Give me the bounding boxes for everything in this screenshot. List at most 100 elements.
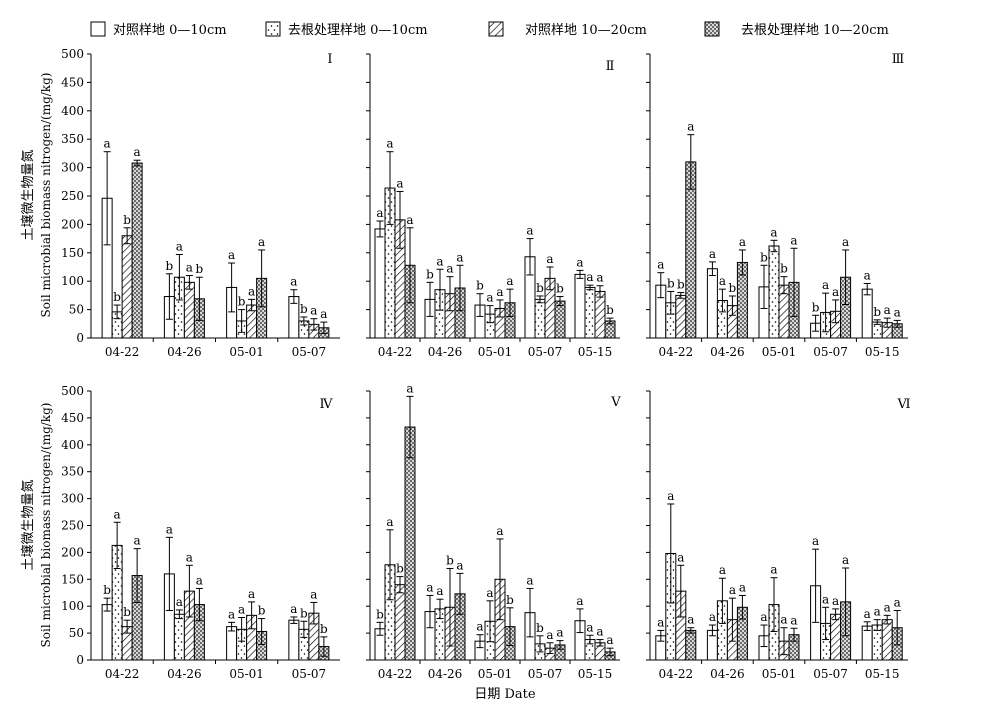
y-tick-label: 500 bbox=[61, 384, 84, 398]
significance-letter: a bbox=[436, 584, 443, 598]
y-tick-label: 250 bbox=[61, 189, 84, 203]
significance-letter: b bbox=[300, 606, 308, 620]
panel-label: Ⅵ bbox=[896, 397, 910, 412]
significance-letter: a bbox=[719, 274, 726, 288]
significance-letter: a bbox=[596, 271, 603, 285]
y-tick-label: 0 bbox=[76, 331, 84, 345]
significance-letter: a bbox=[320, 307, 327, 321]
y-axis-title-bottom: 土壤微生物量氮 Soil microbial biomass nitrogen/… bbox=[20, 403, 53, 648]
significance-letter: b bbox=[123, 605, 131, 619]
significance-letter: a bbox=[476, 620, 483, 634]
significance-letter: a bbox=[546, 252, 553, 266]
bar-root-removal-10-20cm bbox=[554, 300, 566, 339]
significance-letter: b bbox=[556, 282, 564, 296]
significance-letter: b bbox=[166, 259, 174, 273]
significance-letter: b bbox=[426, 267, 434, 281]
bar-control-0-10cm bbox=[706, 268, 718, 339]
x-tick-label: 04-26 bbox=[428, 345, 463, 359]
legend-item: 去根处理样地 10—20cm bbox=[704, 21, 889, 38]
significance-letter: a bbox=[258, 235, 265, 249]
y-tick-label: 50 bbox=[69, 626, 84, 640]
significance-letter: a bbox=[248, 587, 255, 601]
significance-letter: b bbox=[780, 262, 788, 276]
bar-control-0-10cm bbox=[861, 625, 873, 661]
y-tick-label: 350 bbox=[61, 132, 84, 146]
bar-control-0-10cm bbox=[226, 626, 238, 661]
bar-control-10-20cm bbox=[830, 613, 842, 661]
x-tick-label: 04-22 bbox=[659, 345, 694, 359]
y-tick-label: 100 bbox=[61, 599, 84, 613]
panel-label: Ⅳ bbox=[320, 397, 334, 412]
significance-letter: a bbox=[526, 573, 533, 587]
significance-letter: a bbox=[496, 285, 503, 299]
significance-letter: a bbox=[832, 594, 839, 608]
significance-letter: a bbox=[770, 225, 777, 239]
significance-letter: a bbox=[546, 628, 553, 642]
y-tick-label: 150 bbox=[61, 572, 84, 586]
y-tick-label: 250 bbox=[61, 519, 84, 533]
bar-control-0-10cm bbox=[574, 273, 586, 339]
significance-letter: a bbox=[687, 120, 694, 134]
x-tick-label: 05-07 bbox=[528, 667, 563, 681]
panel-label: Ⅱ bbox=[606, 59, 615, 74]
significance-letter: a bbox=[114, 507, 121, 521]
significance-letter: a bbox=[657, 258, 664, 272]
legend-item: 对照样地 0—10cm bbox=[90, 21, 227, 38]
significance-letter: a bbox=[790, 613, 797, 627]
significance-letter: a bbox=[842, 553, 849, 567]
y-tick-label: 350 bbox=[61, 465, 84, 479]
significance-letter: a bbox=[812, 534, 819, 548]
significance-letter: a bbox=[739, 580, 746, 594]
significance-letter: a bbox=[884, 303, 891, 317]
significance-letter: a bbox=[884, 600, 891, 614]
significance-letter: a bbox=[406, 213, 413, 227]
significance-letter: a bbox=[228, 248, 235, 262]
y-tick-label: 200 bbox=[61, 217, 84, 231]
bar-control-10-20cm bbox=[881, 619, 893, 661]
bar-root-removal-0-10cm bbox=[173, 613, 185, 661]
significance-letter: a bbox=[760, 610, 767, 624]
significance-letter: a bbox=[556, 626, 563, 640]
panel-label: Ⅴ bbox=[610, 395, 621, 410]
x-tick-label: 05-07 bbox=[292, 667, 327, 681]
significance-letter: a bbox=[386, 515, 393, 529]
significance-letter: a bbox=[238, 602, 245, 616]
significance-letter: a bbox=[729, 583, 736, 597]
bar-control-10-20cm bbox=[121, 235, 133, 339]
legend: 对照样地 0—10cm 去根处理样地 0—10cm 对照样地 10—20cm 去… bbox=[90, 21, 889, 38]
significance-letter: a bbox=[780, 613, 787, 627]
significance-letter: b bbox=[677, 278, 685, 292]
significance-letter: a bbox=[790, 233, 797, 247]
significance-letter: a bbox=[586, 270, 593, 284]
significance-letter: b bbox=[258, 604, 266, 618]
legend-swatch-cross bbox=[704, 21, 720, 37]
legend-swatch-hatch bbox=[488, 21, 504, 37]
significance-letter: a bbox=[719, 563, 726, 577]
significance-letter: a bbox=[526, 224, 533, 238]
x-tick-label: 05-15 bbox=[865, 345, 900, 359]
significance-letter: a bbox=[386, 137, 393, 151]
significance-letter: b bbox=[196, 262, 204, 276]
significance-letter: a bbox=[290, 275, 297, 289]
significance-letter: b bbox=[300, 302, 308, 316]
y-tick-label: 100 bbox=[61, 274, 84, 288]
bar-control-0-10cm bbox=[374, 228, 386, 339]
legend-label: 对照样地 0—10cm bbox=[113, 23, 227, 38]
significance-letter: a bbox=[186, 550, 193, 564]
x-tick-label: 05-15 bbox=[865, 667, 900, 681]
significance-letter: a bbox=[770, 563, 777, 577]
x-tick-label: 04-22 bbox=[659, 667, 694, 681]
significance-letter: a bbox=[822, 278, 829, 292]
x-tick-label: 04-22 bbox=[105, 667, 140, 681]
x-tick-label: 05-07 bbox=[813, 667, 848, 681]
x-tick-label: 05-15 bbox=[578, 667, 613, 681]
significance-letter: a bbox=[310, 304, 317, 318]
significance-letter: a bbox=[657, 615, 664, 629]
chart-panel: 050100150200250300350400450500Ⅳ04-22baba… bbox=[61, 384, 340, 681]
legend-label: 对照样地 10—20cm bbox=[525, 23, 647, 38]
y-tick-label: 0 bbox=[76, 653, 84, 667]
x-tick-label: 05-07 bbox=[292, 345, 327, 359]
